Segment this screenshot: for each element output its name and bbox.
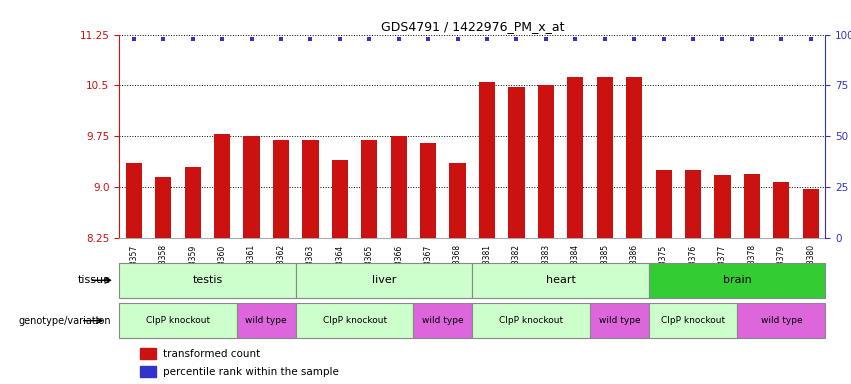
- Bar: [140, 348, 156, 359]
- Bar: [420, 143, 437, 238]
- Bar: [243, 136, 260, 238]
- Bar: [155, 177, 171, 238]
- Bar: [185, 167, 201, 238]
- Text: testis: testis: [192, 275, 223, 285]
- Bar: [237, 303, 296, 338]
- Bar: [302, 141, 318, 238]
- Text: ClpP knockout: ClpP knockout: [146, 316, 210, 325]
- Text: heart: heart: [545, 275, 575, 285]
- Bar: [648, 263, 825, 298]
- Bar: [449, 164, 465, 238]
- Bar: [568, 77, 584, 238]
- Bar: [296, 303, 414, 338]
- Text: wild type: wild type: [422, 316, 464, 325]
- Text: ClpP knockout: ClpP knockout: [499, 316, 563, 325]
- Bar: [538, 86, 554, 238]
- Bar: [597, 77, 613, 238]
- Text: wild type: wild type: [761, 316, 802, 325]
- Bar: [472, 303, 590, 338]
- Bar: [737, 303, 825, 338]
- Bar: [391, 136, 407, 238]
- Bar: [648, 303, 737, 338]
- Bar: [802, 189, 819, 238]
- Bar: [332, 160, 348, 238]
- Text: ClpP knockout: ClpP knockout: [323, 316, 386, 325]
- Bar: [126, 164, 142, 238]
- Text: transformed count: transformed count: [163, 349, 260, 359]
- Text: wild type: wild type: [245, 316, 287, 325]
- Bar: [119, 303, 237, 338]
- Text: percentile rank within the sample: percentile rank within the sample: [163, 367, 339, 377]
- Text: liver: liver: [372, 275, 397, 285]
- Bar: [296, 263, 472, 298]
- Bar: [774, 182, 790, 238]
- Bar: [214, 134, 231, 238]
- Text: genotype/variation: genotype/variation: [18, 316, 111, 326]
- Text: brain: brain: [722, 275, 751, 285]
- Text: ClpP knockout: ClpP knockout: [661, 316, 725, 325]
- Bar: [655, 170, 671, 238]
- Bar: [479, 82, 495, 238]
- Bar: [472, 263, 648, 298]
- Title: GDS4791 / 1422976_PM_x_at: GDS4791 / 1422976_PM_x_at: [380, 20, 564, 33]
- Bar: [590, 303, 648, 338]
- Bar: [361, 140, 377, 238]
- Bar: [626, 77, 643, 238]
- Text: tissue: tissue: [77, 275, 111, 285]
- Bar: [508, 87, 524, 238]
- Text: wild type: wild type: [598, 316, 640, 325]
- Bar: [119, 263, 296, 298]
- Bar: [414, 303, 472, 338]
- Bar: [273, 140, 289, 238]
- Bar: [714, 175, 730, 238]
- Bar: [685, 170, 701, 238]
- Bar: [140, 366, 156, 377]
- Bar: [744, 174, 760, 238]
